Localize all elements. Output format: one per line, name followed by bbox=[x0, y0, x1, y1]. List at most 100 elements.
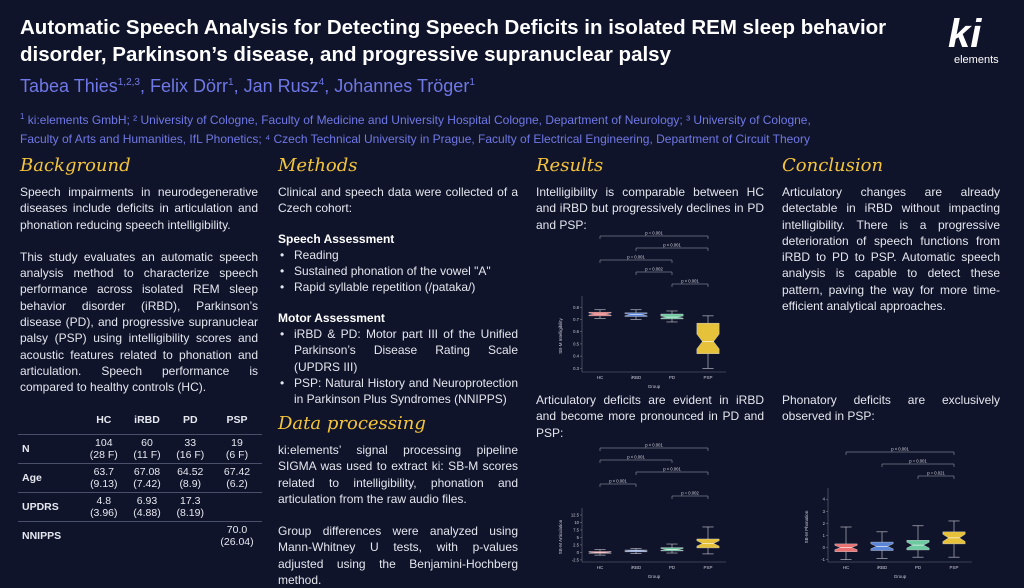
significance-bracket bbox=[635, 271, 673, 275]
author-name: Johannes Tröger bbox=[334, 76, 470, 96]
data-processing-heading: Data processing bbox=[278, 413, 426, 434]
box-pd bbox=[660, 313, 684, 320]
x-axis-label: Group bbox=[894, 574, 907, 579]
table-row-label: NNIPPS bbox=[18, 520, 82, 550]
significance-label: p = 0.001 bbox=[645, 231, 663, 236]
x-tick-label: PSP bbox=[703, 375, 712, 380]
speech-assessment-list: Reading Sustained phonation of the vowel… bbox=[278, 247, 518, 296]
table-cell: 64.52 (8.9) bbox=[168, 462, 213, 492]
y-tick-label: -2.5 bbox=[572, 557, 580, 562]
list-item: Sustained phonation of the vowel "A" bbox=[280, 263, 518, 280]
y-tick-label: 7.5 bbox=[573, 527, 579, 532]
y-tick-label: 0.4 bbox=[573, 354, 579, 359]
y-tick-label: 4 bbox=[823, 497, 826, 502]
y-tick-label: 2 bbox=[823, 521, 826, 526]
table-row: N 104 (28 F) 60 (11 F) 33 (16 F) 19 (6 F) bbox=[18, 433, 262, 463]
significance-label: p < 0.001 bbox=[609, 479, 627, 484]
x-tick-label: PD bbox=[669, 565, 676, 570]
significance-bracket bbox=[599, 447, 709, 451]
intelligibility-text: Intelligibility is comparable between HC… bbox=[536, 185, 764, 232]
x-axis-label: Group bbox=[648, 384, 661, 389]
methods-body: Clinical and speech data were collected … bbox=[278, 184, 518, 408]
x-tick-label: iRBD bbox=[877, 565, 888, 570]
list-item: Reading bbox=[280, 247, 518, 264]
y-axis-label: SB-M Phonation bbox=[804, 510, 809, 543]
y-tick-label: 0.8 bbox=[573, 305, 579, 310]
significance-bracket bbox=[917, 475, 955, 479]
x-tick-label: PD bbox=[669, 375, 676, 380]
x-tick-label: iRBD bbox=[631, 565, 642, 570]
significance-bracket bbox=[635, 471, 709, 475]
significance-bracket bbox=[671, 283, 709, 287]
y-tick-label: 5 bbox=[577, 535, 580, 540]
y-tick-label: 2.5 bbox=[573, 542, 579, 547]
affiliations-line-1: ki:elements GmbH; ² University of Cologn… bbox=[27, 113, 811, 127]
table-cell bbox=[168, 520, 213, 550]
x-tick-label: HC bbox=[597, 375, 604, 380]
author-sup: 1,2,3 bbox=[117, 77, 140, 88]
significance-label: p = 0.001 bbox=[627, 255, 645, 260]
conclusion-text: Articulatory changes are already detecta… bbox=[782, 185, 1000, 314]
y-axis-label: SB-M Intelligibility bbox=[558, 317, 563, 353]
significance-bracket bbox=[845, 451, 955, 455]
x-tick-label: PD bbox=[915, 565, 922, 570]
table-row-label: N bbox=[18, 433, 82, 463]
background-heading: Background bbox=[20, 155, 131, 176]
motor-assessment-heading: Motor Assessment bbox=[278, 310, 385, 325]
articulatory-text: Articulatory deficits are evident in iRB… bbox=[536, 393, 764, 440]
significance-bracket bbox=[635, 247, 709, 251]
x-tick-label: HC bbox=[843, 565, 850, 570]
x-tick-label: PSP bbox=[949, 565, 958, 570]
table-cell: 17.3 (8.19) bbox=[168, 491, 213, 521]
table-header: HC bbox=[96, 414, 112, 426]
significance-label: p = 0.021 bbox=[927, 471, 945, 476]
table-cell: 33 (16 F) bbox=[168, 433, 213, 463]
author-name: Tabea Thies bbox=[20, 76, 118, 96]
affiliations: 1 ki:elements GmbH; ² University of Colo… bbox=[20, 112, 811, 146]
author-sup: 4 bbox=[318, 77, 325, 88]
y-axis-label: SB-M Articulation bbox=[558, 519, 563, 554]
significance-label: p < 0.001 bbox=[645, 443, 663, 448]
significance-bracket bbox=[599, 483, 637, 487]
table-cell bbox=[125, 520, 169, 550]
significance-label: p = 0.002 bbox=[645, 267, 663, 272]
significance-label: p = 0.001 bbox=[909, 459, 927, 464]
data-processing-body: ki:elements’ signal processing pipeline … bbox=[278, 442, 518, 588]
y-tick-label: 1 bbox=[823, 533, 826, 538]
background-paragraph-2: This study evaluates an automatic speech… bbox=[20, 249, 258, 395]
x-tick-label: iRBD bbox=[631, 375, 642, 380]
affiliations-line-2: Faculty of Arts and Humanities, IfL Phon… bbox=[20, 132, 810, 146]
y-tick-label: 10 bbox=[574, 520, 579, 525]
articulation-boxplot: -2.5 0 2.5 5 7.5 10 12.5 SB-M Articulation Group… bbox=[558, 443, 726, 579]
table-cell: 60 (11 F) bbox=[125, 433, 169, 463]
demographics-table-wrap: HC iRBD PD PSP N 104 (28 F) 60 (11 F) 33 (1… bbox=[18, 412, 262, 550]
significance-label: p < 0.001 bbox=[891, 447, 909, 452]
table-row-label: Age bbox=[18, 462, 82, 492]
y-tick-label: 3 bbox=[823, 509, 826, 514]
significance-bracket bbox=[599, 459, 673, 463]
table-cell: 70.0 (26.04) bbox=[212, 520, 262, 550]
table-header: iRBD bbox=[134, 414, 160, 426]
y-tick-label: 0.7 bbox=[573, 317, 579, 322]
y-tick-label: 0.5 bbox=[573, 341, 579, 346]
table-cell: 19 (6 F) bbox=[212, 433, 262, 463]
y-tick-label: 0.3 bbox=[573, 366, 579, 371]
significance-label: p = 0.002 bbox=[681, 491, 699, 496]
y-tick-label: -1 bbox=[821, 557, 825, 562]
x-axis-label: Group bbox=[648, 574, 661, 579]
logo-text: elements bbox=[954, 54, 999, 66]
author-sup: 1 bbox=[228, 77, 234, 88]
significance-bracket bbox=[671, 495, 709, 499]
list-item: Rapid syllable repetition (/pataka/) bbox=[280, 279, 518, 296]
background-paragraph-1: Speech impairments in neurodegenerative … bbox=[20, 185, 258, 232]
significance-bracket bbox=[599, 235, 709, 239]
data-processing-paragraph-1: ki:elements’ signal processing pipeline … bbox=[278, 443, 518, 506]
ki-elements-logo: ki elements bbox=[948, 14, 1010, 70]
table-cell: 63.7 (9.13) bbox=[82, 462, 126, 492]
table-cell: 67.42 (6.2) bbox=[212, 462, 262, 492]
phonation-boxplot: -1 0 1 2 3 4 SB-M Phonation Group HC iRBD PD PSP p <… bbox=[804, 447, 972, 579]
y-tick-label: 12.5 bbox=[571, 512, 580, 517]
significance-bracket bbox=[881, 463, 955, 467]
background-body: Speech impairments in neurodegenerative … bbox=[20, 184, 258, 396]
box-hc bbox=[834, 543, 858, 552]
